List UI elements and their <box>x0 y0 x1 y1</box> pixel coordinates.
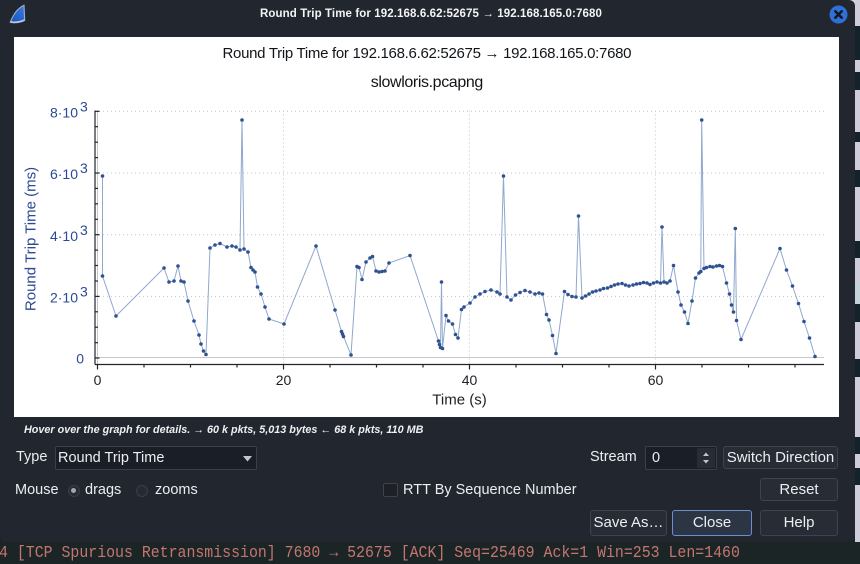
svg-text:slowloris.pcapng: slowloris.pcapng <box>371 74 484 91</box>
svg-text:3: 3 <box>80 222 88 238</box>
svg-text:3: 3 <box>80 99 88 115</box>
svg-text:8·10: 8·10 <box>50 105 78 121</box>
svg-text:40: 40 <box>462 372 478 388</box>
svg-text:0: 0 <box>76 351 84 367</box>
svg-text:4·10: 4·10 <box>50 228 78 244</box>
svg-text:2·10: 2·10 <box>50 290 78 306</box>
svg-text:Round Trip Time for 192.168.6.: Round Trip Time for 192.168.6.62:52675 →… <box>223 45 632 62</box>
svg-text:60: 60 <box>648 372 664 388</box>
svg-text:6·10: 6·10 <box>50 166 78 182</box>
svg-text:Time (s): Time (s) <box>432 392 486 409</box>
svg-text:0: 0 <box>94 372 102 388</box>
svg-text:Round Trip Time (ms): Round Trip Time (ms) <box>23 167 40 311</box>
svg-text:20: 20 <box>276 372 292 388</box>
svg-text:3: 3 <box>80 284 88 300</box>
svg-text:3: 3 <box>80 160 88 176</box>
